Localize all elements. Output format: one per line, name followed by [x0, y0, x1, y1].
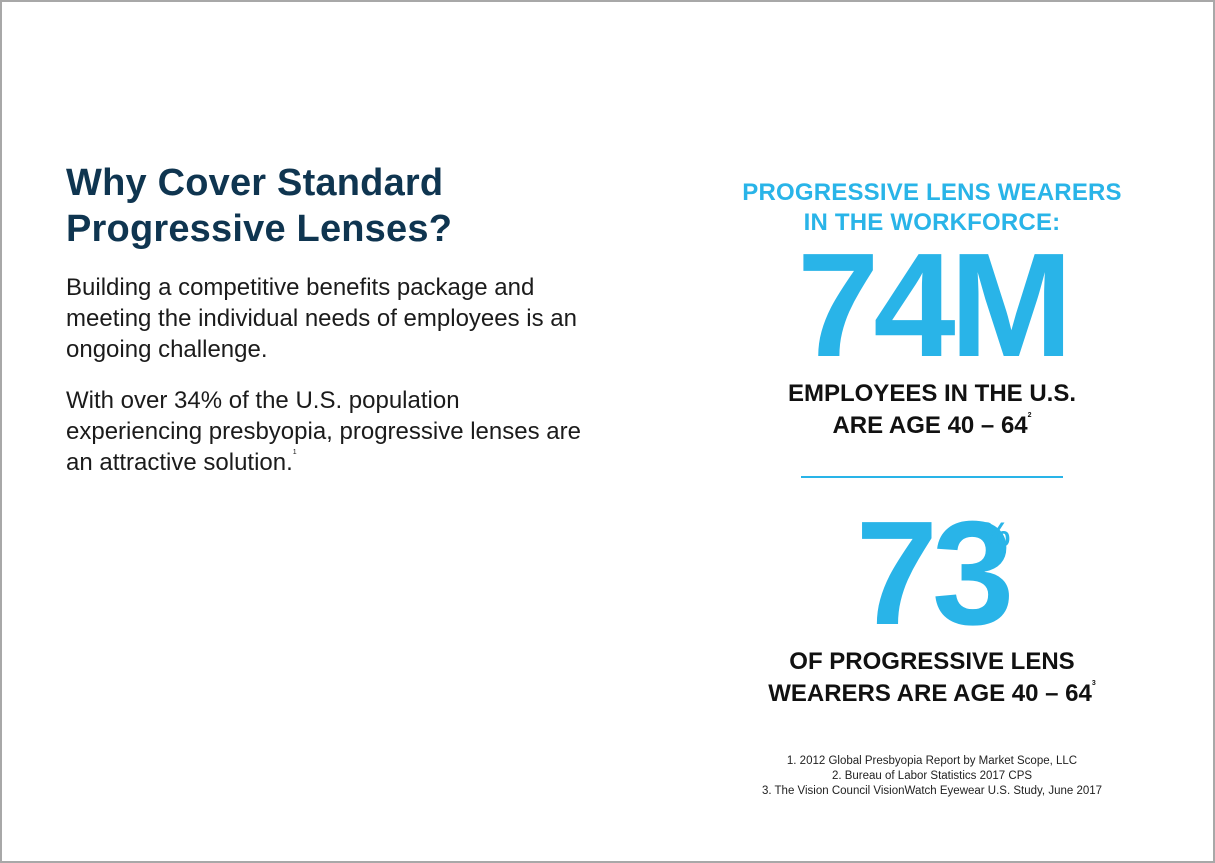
stat-73-caption-line-2: WEARERS ARE AGE 40 – 64 [768, 680, 1092, 707]
stats-header-line-2: IN THE WORKFORCE: [803, 209, 1061, 236]
stats-header: PROGRESSIVE LENS WEARERS IN THE WORKFORC… [702, 178, 1162, 238]
title-line-2: Progressive Lenses? [66, 208, 453, 250]
footnotes: 1. 2012 Global Presbyopia Report by Mark… [702, 754, 1162, 799]
stat-73-value: 73 [855, 491, 1015, 656]
stat-73-caption-line-1: OF PROGRESSIVE LENS [789, 648, 1075, 675]
stats-section: PROGRESSIVE LENS WEARERS IN THE WORKFORC… [702, 178, 1162, 710]
stat-74m-caption-line-1: EMPLOYEES IN THE U.S. [787, 380, 1077, 407]
stat-74m-value: 74M [797, 223, 1073, 388]
footnote-2: 2. Bureau of Labor Statistics 2017 CPS [831, 770, 1033, 782]
stat-73-value-group: 73 % [702, 491, 1162, 656]
footnote-1: 1. 2012 Global Presbyopia Report by Mark… [786, 755, 1078, 767]
intro-paragraph: Building a competitive benefits package … [66, 274, 577, 363]
stats-header-line-1: PROGRESSIVE LENS WEARERS [742, 179, 1122, 206]
footnote-3: 3. The Vision Council VisionWatch Eyewea… [761, 785, 1103, 797]
footnote-ref-2: 2 [1027, 412, 1032, 419]
stat-74m-caption: EMPLOYEES IN THE U.S. ARE AGE 40 – 642 [702, 378, 1162, 442]
intro-section: Why Cover Standard Progressive Lenses? B… [66, 160, 586, 478]
stat-74m-caption-line-2: ARE AGE 40 – 64 [832, 412, 1028, 439]
page-title: Why Cover Standard Progressive Lenses? [66, 160, 586, 252]
title-line-1: Why Cover Standard [66, 162, 444, 204]
presbyopia-paragraph: With over 34% of the U.S. population exp… [66, 385, 586, 478]
stat-73-caption: OF PROGRESSIVE LENS WEARERS ARE AGE 40 –… [702, 646, 1162, 710]
percent-sign: % [980, 516, 1011, 554]
footnote-ref-3: 3 [1091, 680, 1096, 687]
section-divider [801, 476, 1063, 478]
footnote-ref-1: 1 [292, 449, 297, 456]
presbyopia-paragraph-text: With over 34% of the U.S. population exp… [66, 387, 581, 476]
